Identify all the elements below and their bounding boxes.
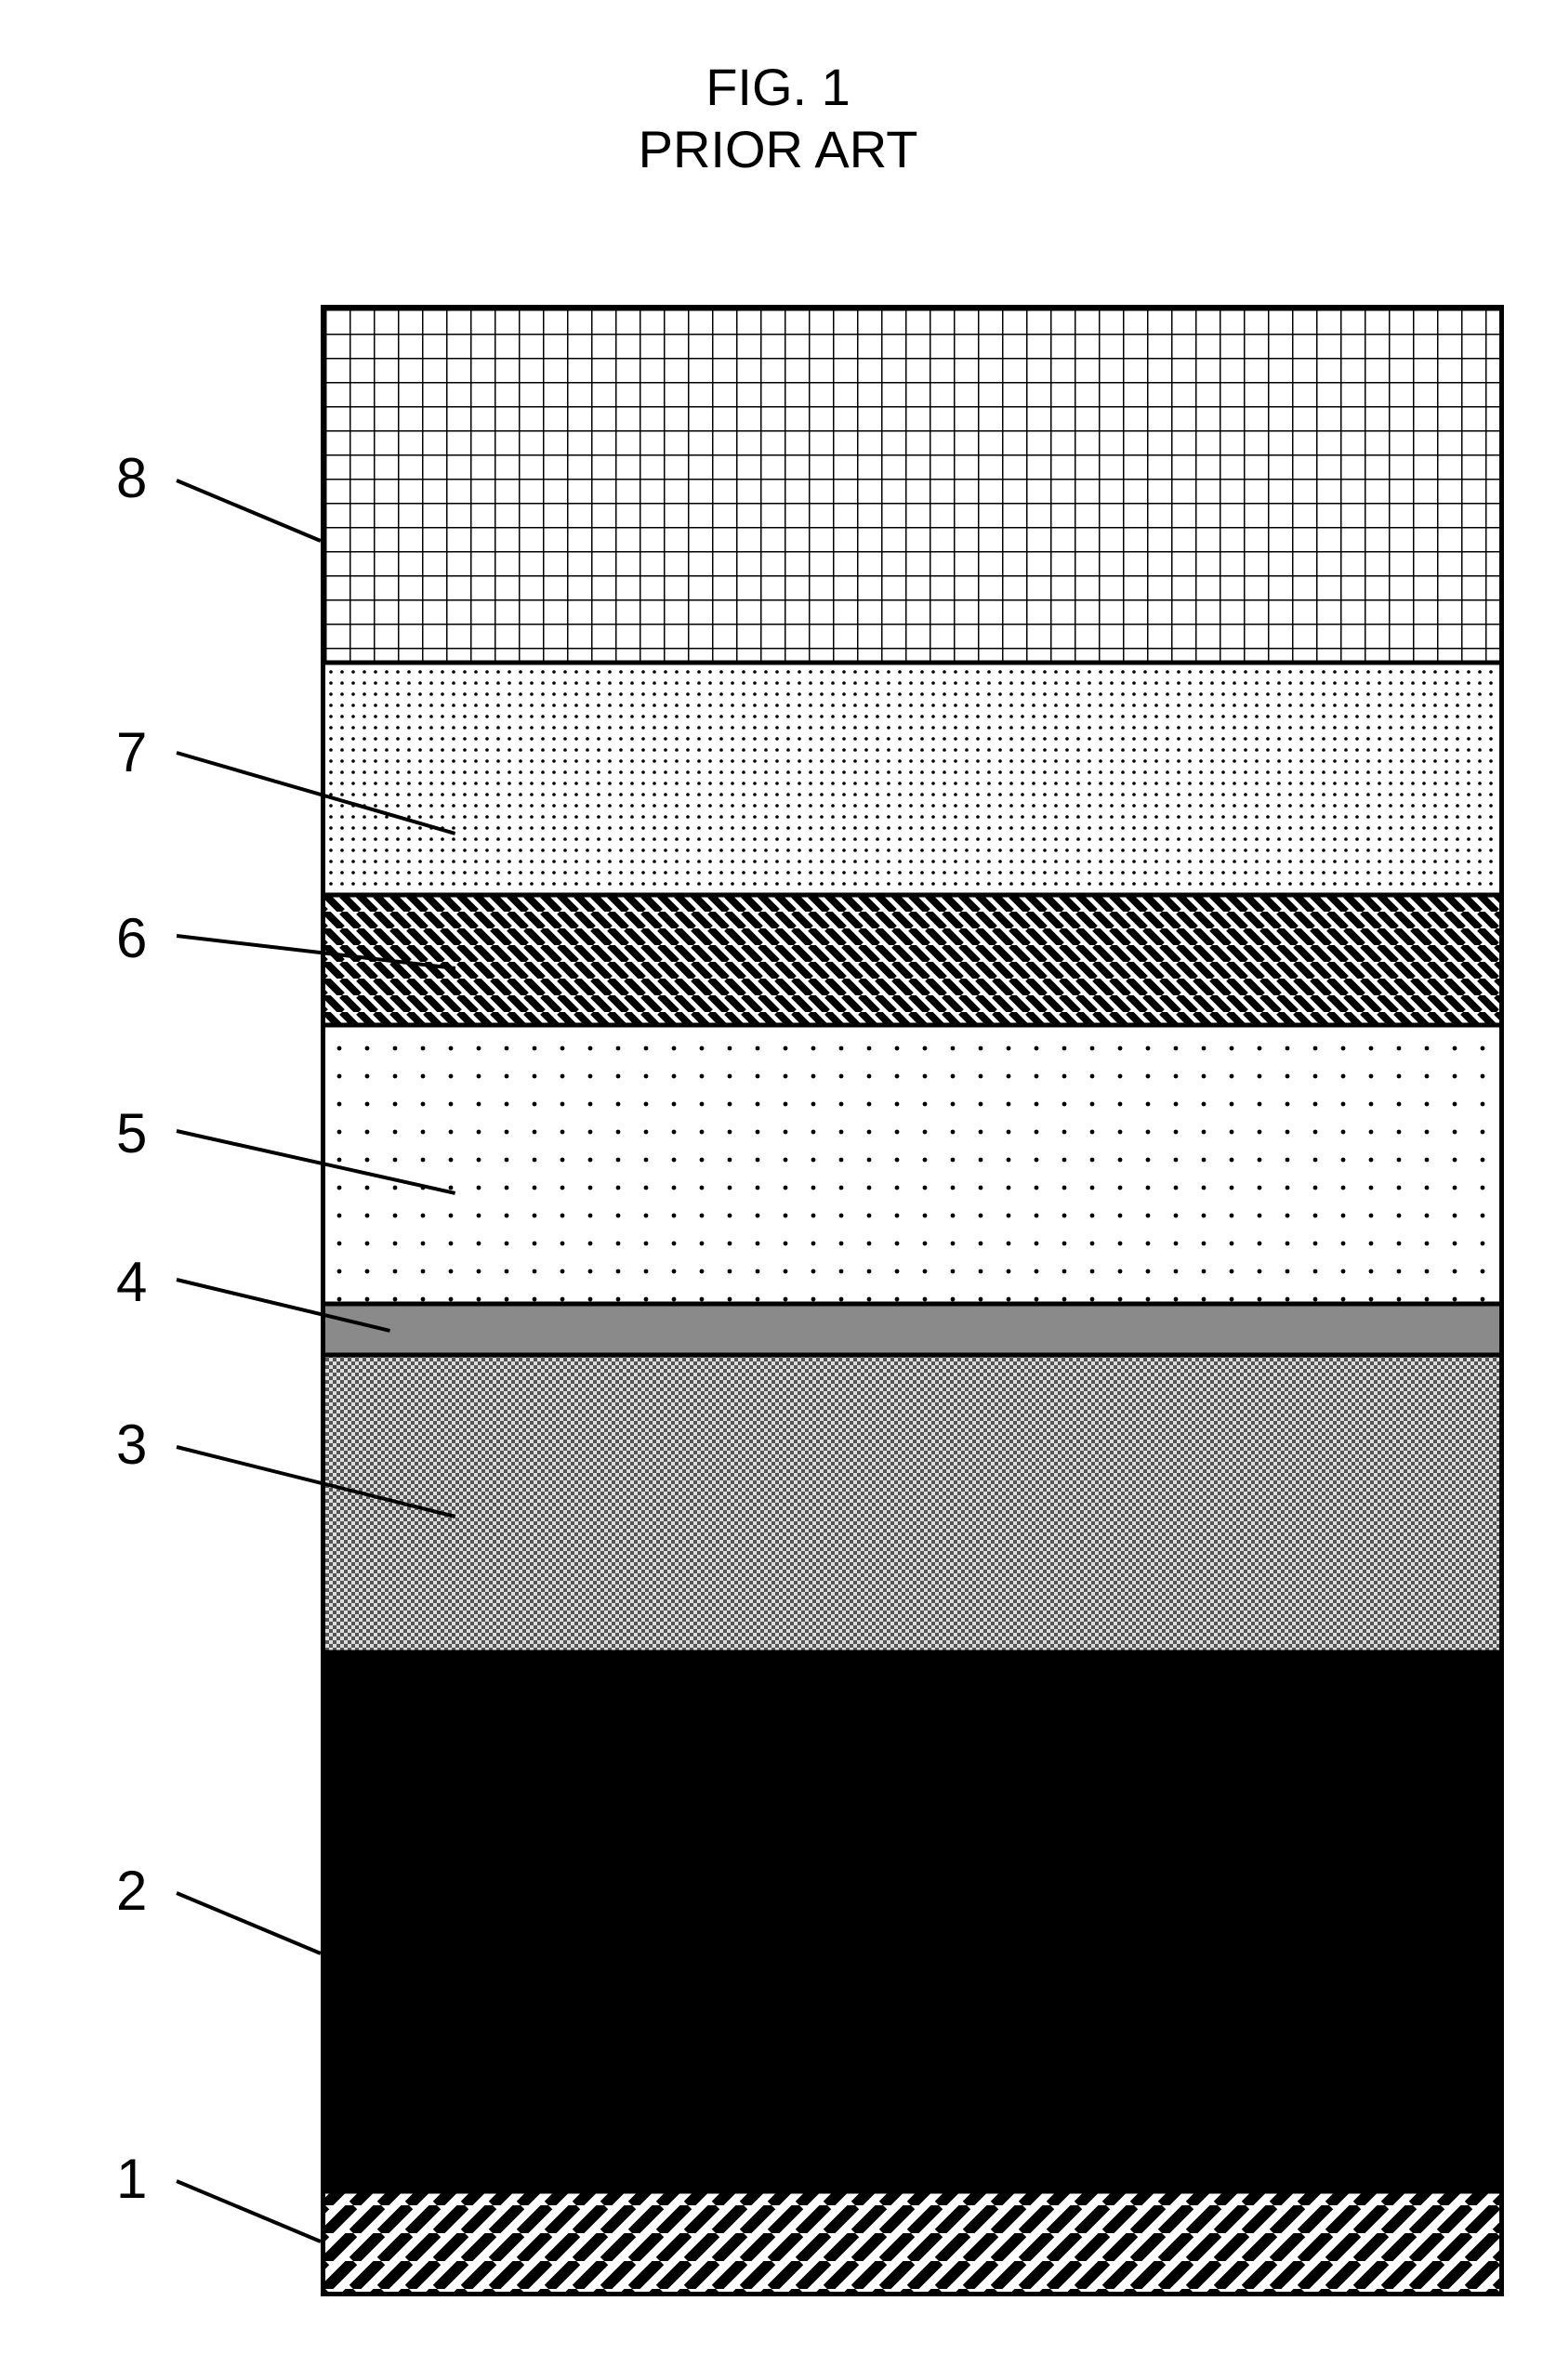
leader-8 (176, 479, 322, 543)
leader-2 (176, 1891, 322, 1955)
figure-title: FIG. 1 PRIOR ART (0, 56, 1556, 180)
layer-5 (325, 1025, 1499, 1304)
title-line-1: FIG. 1 (0, 56, 1556, 118)
title-line-2: PRIOR ART (0, 118, 1556, 180)
layer-3 (325, 1355, 1499, 1652)
label-2: 2 (116, 1859, 147, 1923)
layer-1 (325, 2191, 1499, 2292)
label-6: 6 (116, 906, 147, 970)
layer-6 (325, 895, 1499, 1025)
label-8: 8 (116, 446, 147, 510)
layer-7 (325, 663, 1499, 895)
label-7: 7 (116, 720, 147, 784)
leader-1 (176, 2179, 322, 2243)
layer-4 (325, 1304, 1499, 1355)
layer-stack (321, 305, 1504, 2296)
label-1: 1 (116, 2147, 147, 2211)
layer-8 (325, 309, 1499, 663)
label-4: 4 (116, 1250, 147, 1314)
layer-2 (325, 1652, 1499, 2191)
label-5: 5 (116, 1101, 147, 1165)
label-3: 3 (116, 1413, 147, 1477)
